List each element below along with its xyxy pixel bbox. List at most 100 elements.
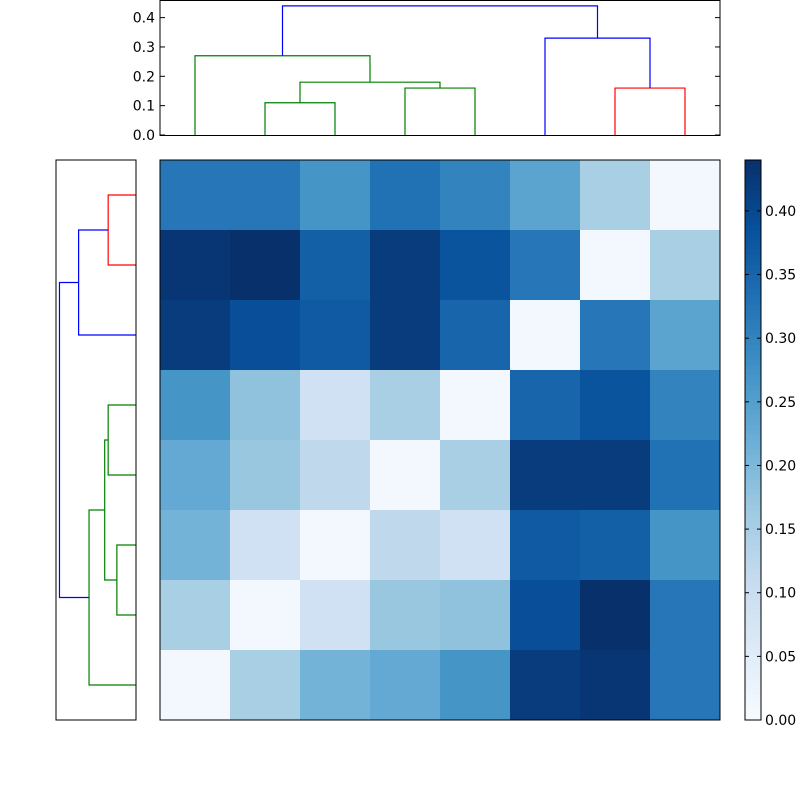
colorbar-segment — [745, 640, 761, 646]
heatmap-cell — [160, 300, 231, 371]
dendrogram-link — [58, 281, 90, 599]
heatmap-cell — [160, 440, 231, 511]
colorbar-segment — [745, 295, 761, 301]
colorbar-segment — [745, 715, 761, 721]
colorbar-segment — [745, 540, 761, 546]
top-dendrogram-frame — [159, 0, 721, 136]
dendrogram-link — [544, 37, 651, 135]
colorbar-segment — [745, 205, 761, 211]
dendrogram-link — [107, 404, 136, 476]
heatmap-cell — [230, 510, 301, 581]
heatmap-cell — [650, 160, 721, 231]
dendrogram-link — [107, 194, 136, 266]
colorbar-segment — [745, 505, 761, 511]
colorbar-tick-label: 0.15 — [765, 522, 796, 538]
colorbar-segment — [745, 415, 761, 421]
heatmap-cell — [650, 580, 721, 651]
heatmap-cell — [580, 230, 651, 301]
heatmap-cell — [230, 160, 301, 231]
colorbar-segment — [745, 670, 761, 676]
colorbar-tick-label: 0.35 — [765, 268, 796, 284]
heatmap-cell — [300, 370, 371, 441]
colorbar-segment — [745, 460, 761, 466]
colorbar-segment — [745, 235, 761, 241]
colorbar-segment — [745, 320, 761, 326]
colorbar-segment — [745, 370, 761, 376]
colorbar-segment — [745, 390, 761, 396]
heatmap-cell — [580, 510, 651, 581]
colorbar-segment — [745, 530, 761, 536]
colorbar-segment — [745, 510, 761, 516]
heatmap — [159, 159, 721, 721]
heatmap-cell — [580, 300, 651, 371]
colorbar-segment — [745, 450, 761, 456]
colorbar-segment — [745, 685, 761, 691]
colorbar-segment — [745, 170, 761, 176]
colorbar-segment — [745, 420, 761, 426]
colorbar-segment — [745, 260, 761, 266]
dendrogram-link — [88, 509, 136, 686]
heatmap-cell — [650, 300, 721, 371]
colorbar-segment — [745, 185, 761, 191]
colorbar-segment — [745, 515, 761, 521]
colorbar-segment — [745, 385, 761, 391]
dendrogram-link — [116, 544, 136, 616]
colorbar-segment — [745, 200, 761, 206]
colorbar-segment — [745, 490, 761, 496]
dendrogram-link — [404, 87, 476, 135]
colorbar-segment — [745, 265, 761, 271]
colorbar-segment — [745, 225, 761, 231]
heatmap-cell — [580, 160, 651, 231]
colorbar-segment — [745, 620, 761, 626]
left-dendrogram-frame — [55, 159, 137, 721]
heatmap-cell — [650, 230, 721, 301]
colorbar-segment — [745, 600, 761, 606]
dendrogram-link — [78, 229, 136, 336]
colorbar-segment — [745, 160, 761, 166]
heatmap-cell — [440, 510, 511, 581]
colorbar: 0.00 0.05 0.10 0.15 0.20 0.25 0.30 0.35 0.40 — [744, 159, 796, 729]
colorbar-segment — [745, 300, 761, 306]
colorbar-segment — [745, 525, 761, 531]
colorbar-segment — [745, 700, 761, 706]
colorbar-segment — [745, 250, 761, 256]
dendrogram-link — [104, 439, 117, 581]
colorbar-segment — [745, 270, 761, 276]
colorbar-segment — [745, 630, 761, 636]
colorbar-segment — [745, 425, 761, 431]
colorbar-segment — [745, 310, 761, 316]
colorbar-segment — [745, 575, 761, 581]
colorbar-segment — [745, 380, 761, 386]
colorbar-segment — [745, 665, 761, 671]
heatmap-cell — [650, 440, 721, 511]
heatmap-cell — [370, 580, 441, 651]
heatmap-cell — [440, 230, 511, 301]
heatmap-cell — [160, 160, 231, 231]
heatmap-cell — [510, 580, 581, 651]
colorbar-segment — [745, 635, 761, 641]
y-tick-label: 0.1 — [133, 99, 155, 115]
colorbar-segment — [745, 695, 761, 701]
colorbar-segment — [745, 435, 761, 441]
heatmap-cell — [300, 650, 371, 721]
heatmap-cell — [580, 580, 651, 651]
heatmap-cell — [300, 580, 371, 651]
y-tick-label: 0.4 — [133, 11, 155, 27]
heatmap-cell — [370, 160, 441, 231]
colorbar-segment — [745, 280, 761, 286]
heatmap-cell — [160, 230, 231, 301]
heatmap-cell — [440, 300, 511, 371]
heatmap-cell — [440, 440, 511, 511]
colorbar-segment — [745, 240, 761, 246]
colorbar-segment — [745, 480, 761, 486]
colorbar-tick-label: 0.20 — [765, 458, 796, 474]
colorbar-segment — [745, 650, 761, 656]
dendrogram-link — [194, 55, 371, 135]
colorbar-segment — [745, 610, 761, 616]
colorbar-segment — [745, 340, 761, 346]
colorbar-segment — [745, 615, 761, 621]
heatmap-cell — [370, 650, 441, 721]
colorbar-segment — [745, 475, 761, 481]
colorbar-segment — [745, 285, 761, 291]
